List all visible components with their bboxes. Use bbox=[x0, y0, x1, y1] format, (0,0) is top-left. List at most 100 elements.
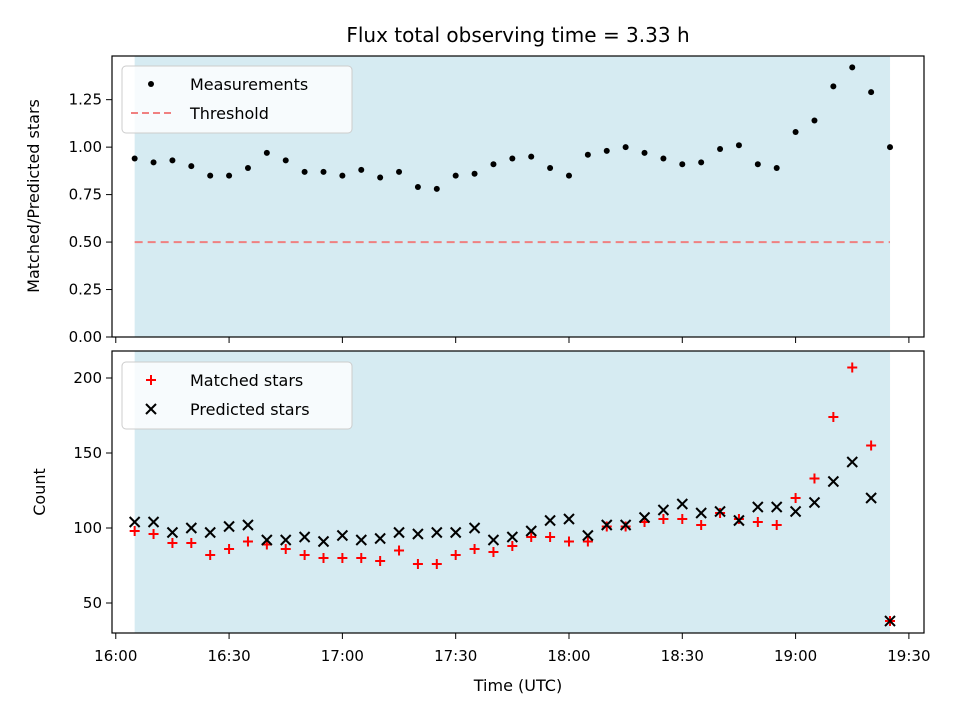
measurement-point bbox=[509, 155, 516, 162]
measurement-point bbox=[471, 170, 478, 177]
bottom-x-tick-label: 18:30 bbox=[661, 647, 704, 665]
legend-measurements-marker bbox=[148, 81, 154, 87]
bottom-x-axis-label: Time (UTC) bbox=[473, 676, 562, 695]
matched-star-point bbox=[488, 547, 499, 557]
measurement-point bbox=[679, 161, 686, 168]
measurement-point bbox=[188, 163, 195, 170]
measurement-point bbox=[528, 153, 535, 160]
predicted-star-point bbox=[468, 522, 481, 534]
measurement-point bbox=[622, 144, 629, 151]
predicted-star-point bbox=[657, 504, 670, 516]
predicted-star-point bbox=[695, 507, 707, 519]
measurement-point bbox=[396, 168, 403, 175]
predicted-star-point bbox=[827, 475, 840, 488]
predicted-star-point bbox=[506, 531, 519, 543]
measurement-point bbox=[792, 128, 799, 135]
matched-star-point bbox=[715, 508, 726, 518]
matched-star-point bbox=[450, 550, 461, 560]
predicted-star-point bbox=[185, 522, 198, 534]
bottom-y-tick-label: 50 bbox=[83, 594, 102, 612]
predicted-star-point bbox=[242, 519, 254, 531]
predicted-star-point bbox=[865, 492, 877, 504]
matched-star-point bbox=[733, 514, 744, 524]
top-y-tick-label: 1.00 bbox=[69, 138, 102, 156]
matched-star-point bbox=[601, 521, 612, 532]
matched-star-point bbox=[318, 553, 329, 563]
legend-measurements-label: Measurements bbox=[190, 75, 308, 94]
bottom-x-tick-label: 17:30 bbox=[434, 647, 477, 665]
predicted-star-point bbox=[374, 532, 386, 545]
predicted-star-point bbox=[733, 514, 745, 527]
matched-star-point bbox=[507, 541, 518, 551]
bottom-x-tick-label: 19:30 bbox=[887, 647, 930, 665]
measurement-point bbox=[226, 172, 233, 179]
matched-star-point bbox=[280, 544, 291, 554]
measurement-point bbox=[414, 184, 421, 191]
predicted-star-point bbox=[223, 520, 235, 533]
measurement-point bbox=[358, 166, 365, 173]
predicted-star-point bbox=[525, 525, 537, 537]
legend-predicted-label: Predicted stars bbox=[190, 400, 310, 419]
measurement-point bbox=[830, 83, 837, 90]
legend-matched-label: Matched stars bbox=[190, 371, 303, 390]
matched-star-point bbox=[809, 473, 820, 484]
bottom-y-tick-label: 100 bbox=[73, 519, 102, 537]
measurement-point bbox=[377, 174, 384, 181]
bottom-x-tick-label: 18:00 bbox=[547, 647, 590, 665]
measurement-point bbox=[887, 144, 894, 151]
measurement-point bbox=[490, 161, 497, 168]
legend-predicted-marker bbox=[145, 403, 157, 415]
predicted-star-point bbox=[431, 526, 443, 539]
matched-star-point bbox=[394, 545, 405, 556]
matched-star-point bbox=[337, 553, 348, 563]
measurement-point bbox=[301, 168, 308, 175]
matched-star-point bbox=[771, 520, 782, 530]
matched-star-point bbox=[356, 553, 367, 563]
measurement-point bbox=[811, 117, 818, 124]
predicted-star-point bbox=[280, 534, 292, 546]
matched-star-point bbox=[582, 536, 593, 547]
top-y-tick-label: 0.75 bbox=[69, 186, 102, 204]
bottom-x-tick-label: 16:30 bbox=[207, 647, 250, 665]
measurement-point bbox=[547, 165, 554, 172]
predicted-star-point bbox=[714, 505, 726, 518]
measurement-point bbox=[584, 151, 591, 158]
predicted-star-point bbox=[298, 531, 311, 543]
matched-star-point bbox=[224, 544, 235, 554]
measurement-point bbox=[320, 168, 327, 175]
matched-star-point bbox=[658, 514, 669, 524]
top-y-tick-label: 0.50 bbox=[69, 233, 102, 251]
legend-threshold-label: Threshold bbox=[189, 104, 269, 123]
top-y-axis-label: Matched/Predicted stars bbox=[24, 99, 43, 293]
measurement-point bbox=[849, 64, 856, 71]
measurement-point bbox=[773, 165, 780, 172]
measurement-point bbox=[868, 89, 875, 96]
measurement-point bbox=[282, 157, 289, 164]
matched-star-point bbox=[167, 538, 178, 548]
top-chart-panel: Flux total observing time = 3.33 h Match… bbox=[24, 23, 925, 346]
predicted-star-point bbox=[355, 534, 367, 546]
matched-star-point bbox=[148, 529, 159, 539]
matched-star-point bbox=[866, 440, 877, 451]
predicted-star-point bbox=[166, 526, 179, 539]
predicted-star-point bbox=[638, 511, 651, 524]
matched-star-point bbox=[375, 556, 386, 566]
predicted-star-point bbox=[884, 615, 896, 627]
predicted-star-point bbox=[846, 456, 858, 468]
matched-star-point bbox=[431, 559, 442, 569]
predicted-star-point bbox=[770, 501, 783, 513]
matched-star-point bbox=[752, 517, 763, 527]
matched-star-point bbox=[563, 536, 574, 547]
measurement-point bbox=[698, 159, 705, 166]
bottom-x-tick-label: 19:00 bbox=[774, 647, 817, 665]
predicted-star-point bbox=[261, 534, 273, 546]
top-legend-box bbox=[121, 65, 353, 134]
matched-star-point bbox=[186, 538, 197, 548]
matched-star-point bbox=[847, 362, 858, 373]
matched-star-point bbox=[469, 544, 480, 554]
measurement-point bbox=[150, 159, 157, 166]
bottom-y-axis-label: Count bbox=[30, 468, 49, 516]
matched-star-point bbox=[526, 532, 537, 542]
predicted-star-point bbox=[204, 526, 216, 539]
